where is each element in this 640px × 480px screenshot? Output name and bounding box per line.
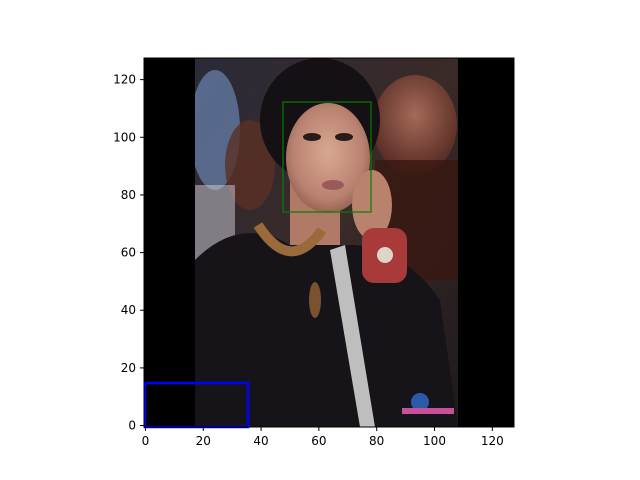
face-detection-box — [282, 101, 372, 213]
image-panel — [143, 58, 514, 429]
x-tick-label: 60 — [311, 434, 326, 448]
y-axis: 0 20 40 60 80 100 120 — [113, 73, 144, 433]
y-tick-label: 20 — [121, 361, 136, 375]
axes-frame — [143, 57, 515, 428]
x-tick-label: 80 — [369, 434, 384, 448]
x-tick-label: 0 — [142, 434, 150, 448]
photo — [195, 58, 458, 427]
y-tick-label: 100 — [113, 130, 136, 144]
x-tick-label: 100 — [423, 434, 446, 448]
x-tick-label: 120 — [481, 434, 504, 448]
y-tick-label: 80 — [121, 188, 136, 202]
y-tick-label: 40 — [121, 303, 136, 317]
x-tick-label: 40 — [253, 434, 268, 448]
y-tick-label: 60 — [121, 246, 136, 260]
x-axis: 0 20 40 60 80 100 120 — [142, 427, 504, 448]
watermark-logo — [402, 393, 454, 414]
y-tick-label: 120 — [113, 73, 136, 87]
right-padding — [458, 58, 514, 427]
x-tick-label: 20 — [196, 434, 211, 448]
left-padding — [144, 58, 195, 427]
y-tick-label: 0 — [128, 419, 136, 433]
